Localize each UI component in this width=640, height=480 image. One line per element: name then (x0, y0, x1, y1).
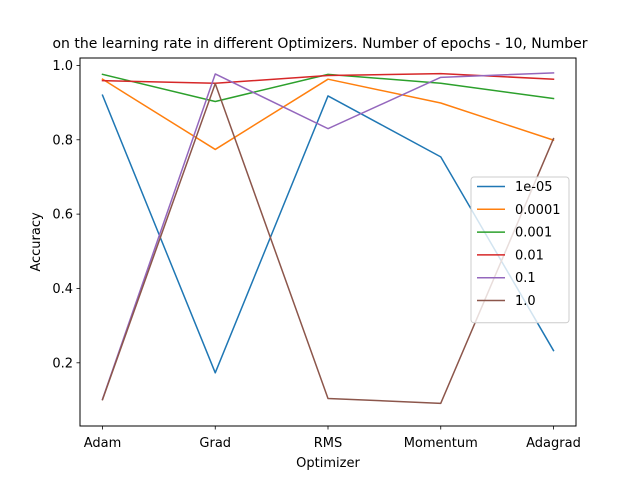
legend-label-1: 0.0001 (515, 203, 561, 218)
series-line-4 (101, 72, 555, 401)
y-tick-label: 0.6 (52, 208, 73, 223)
y-axis: 0.2 0.4 0.6 0.8 1.0 (52, 59, 80, 371)
y-tick-label: 0.2 (52, 356, 73, 371)
legend-box (470, 176, 570, 324)
x-tick-label: Adam (84, 436, 122, 451)
legend-label-3: 0.01 (515, 248, 544, 263)
y-axis-label: Accuracy (29, 212, 44, 272)
x-axis-label: Optimizer (296, 456, 360, 471)
series-line-2 (101, 73, 555, 103)
legend-label-2: 0.001 (515, 226, 552, 241)
legend: 1e-05 0.0001 0.001 0.01 0.1 1.0 (470, 176, 570, 324)
x-axis: Adam Grad RMS Momentum Adagrad (84, 426, 581, 451)
y-tick-label: 0.8 (52, 133, 73, 148)
y-tick-label: 1.0 (52, 59, 73, 74)
chart-title: on the learning rate in different Optimi… (52, 36, 587, 52)
x-tick-label: Grad (199, 436, 231, 451)
legend-label-5: 1.0 (515, 294, 536, 309)
x-tick-label: RMS (314, 436, 343, 451)
series-line-1 (101, 78, 555, 151)
legend-label-0: 1e-05 (515, 180, 553, 195)
legend-label-4: 0.1 (515, 271, 536, 286)
x-tick-label: Adagrad (526, 436, 581, 451)
x-tick-label: Momentum (404, 436, 478, 451)
y-tick-label: 0.4 (52, 282, 73, 297)
